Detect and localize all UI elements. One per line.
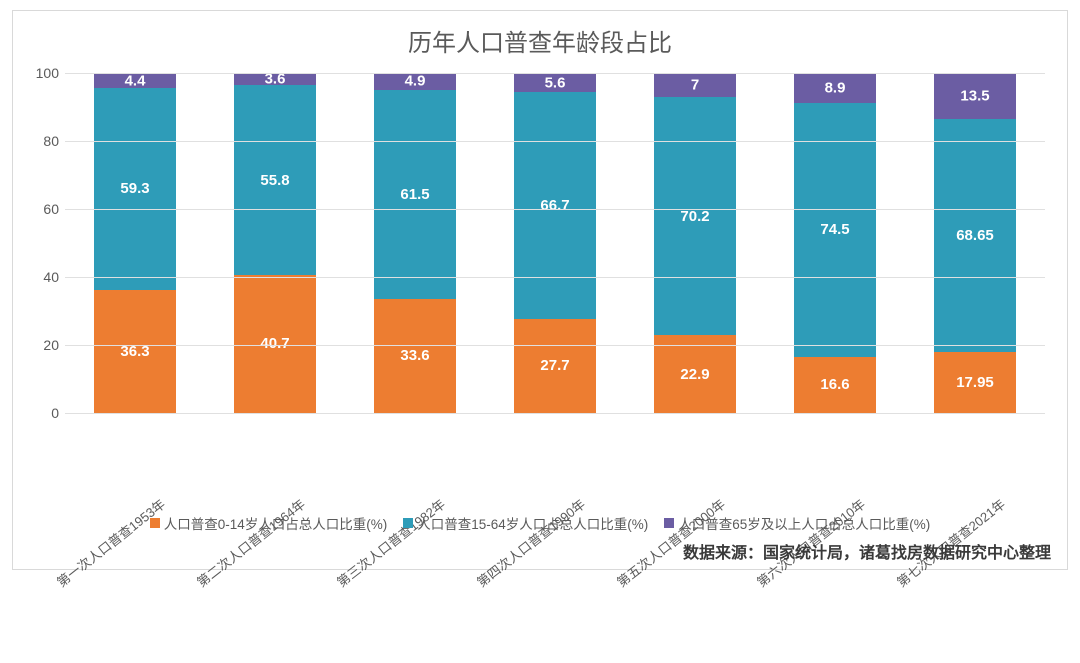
bar-segment: 4.9 [374, 73, 456, 90]
source-text: 数据来源：国家统计局，诸葛找房数据研究中心整理 [683, 539, 1051, 563]
legend: 人口普查0-14岁人口占总人口比重(%) 人口普查15-64岁人口占总人口比重(%… [13, 513, 1067, 533]
gridline [65, 73, 1045, 74]
bar-value-label: 74.5 [820, 221, 849, 238]
bar-value-label: 4.9 [374, 73, 456, 90]
legend-swatch [403, 518, 413, 528]
bar-value-label: 33.6 [400, 347, 429, 364]
bar-group: 33.6 61.5 4.9 [374, 73, 456, 413]
gridline [65, 141, 1045, 142]
bar-segment: 55.8 [234, 85, 316, 275]
bar-segment: 59.3 [94, 88, 176, 290]
bar-segment: 61.5 [374, 90, 456, 299]
bar-segment: 3.6 [234, 73, 316, 85]
bar-segment: 36.3 [94, 290, 176, 413]
bar-group: 22.9 70.2 7 [654, 73, 736, 413]
bar-group: 16.6 74.5 8.9 [794, 73, 876, 413]
gridline [65, 209, 1045, 210]
gridline [65, 277, 1045, 278]
bar-segment: 70.2 [654, 97, 736, 335]
bar-value-label: 17.95 [956, 374, 994, 391]
bar-segment: 66.7 [514, 92, 596, 319]
bar-value-label: 61.5 [400, 186, 429, 203]
bar-value-label: 55.8 [260, 172, 289, 189]
legend-item: 人口普查15-64岁人口占总人口比重(%) [403, 513, 648, 533]
legend-label: 人口普查0-14岁人口占总人口比重(%) [164, 513, 388, 533]
bar-value-label: 7 [654, 76, 736, 93]
legend-swatch [664, 518, 674, 528]
gridline [65, 345, 1045, 346]
bars-wrapper: 36.3 59.3 4.4 40.7 55.8 3.6 33.6 61.5 4.9 27.7 66.… [65, 73, 1045, 413]
legend-swatch [150, 518, 160, 528]
bar-value-label: 70.2 [680, 208, 709, 225]
y-tick-label: 100 [29, 65, 59, 81]
y-tick-label: 80 [29, 133, 59, 149]
gridline [65, 413, 1045, 414]
bar-value-label: 16.6 [820, 376, 849, 393]
x-tick-label: 第七次人口普查2021年 [997, 494, 1065, 581]
bar-value-label: 40.7 [260, 335, 289, 352]
bar-group: 27.7 66.7 5.6 [514, 73, 596, 413]
legend-label: 人口普查65岁及以上人口占总人口比重(%) [678, 513, 930, 533]
bar-value-label: 8.9 [794, 80, 876, 97]
bar-value-label: 27.7 [540, 357, 569, 374]
bar-value-label: 66.7 [540, 197, 569, 214]
bar-segment: 17.95 [934, 352, 1016, 413]
bar-segment: 40.7 [234, 275, 316, 413]
bar-segment: 5.6 [514, 73, 596, 92]
bar-segment: 22.9 [654, 335, 736, 413]
bar-segment: 4.4 [94, 73, 176, 88]
y-tick-label: 60 [29, 201, 59, 217]
legend-item: 人口普查0-14岁人口占总人口比重(%) [150, 513, 388, 533]
legend-item: 人口普查65岁及以上人口占总人口比重(%) [664, 513, 930, 533]
y-tick-label: 40 [29, 269, 59, 285]
bar-segment: 13.5 [934, 73, 1016, 119]
bar-segment: 33.6 [374, 299, 456, 413]
bar-segment: 7 [654, 73, 736, 97]
x-axis-labels: 第一次人口普查1953年第二次人口普查1964年第三次人口普查1982年第四次人… [65, 416, 1045, 526]
bar-segment: 16.6 [794, 357, 876, 413]
bar-group: 36.3 59.3 4.4 [94, 73, 176, 413]
bar-value-label: 59.3 [120, 180, 149, 197]
bar-value-label: 13.5 [934, 87, 1016, 104]
bar-group: 40.7 55.8 3.6 [234, 73, 316, 413]
chart-container: 历年人口普查年龄段占比 36.3 59.3 4.4 40.7 55.8 3.6 33.6 61… [12, 10, 1068, 570]
bar-group: 17.95 68.65 13.5 [934, 73, 1016, 413]
bar-value-label: 22.9 [680, 366, 709, 383]
bar-segment: 27.7 [514, 319, 596, 413]
bar-value-label: 4.4 [94, 72, 176, 89]
plot-area: 36.3 59.3 4.4 40.7 55.8 3.6 33.6 61.5 4.9 27.7 66.… [65, 73, 1045, 413]
y-tick-label: 20 [29, 337, 59, 353]
bar-segment: 8.9 [794, 73, 876, 103]
y-tick-label: 0 [29, 405, 59, 421]
bar-segment: 68.65 [934, 119, 1016, 352]
legend-label: 人口普查15-64岁人口占总人口比重(%) [417, 513, 648, 533]
bar-value-label: 5.6 [514, 74, 596, 91]
chart-title: 历年人口普查年龄段占比 [13, 11, 1067, 64]
bar-value-label: 68.65 [956, 227, 994, 244]
